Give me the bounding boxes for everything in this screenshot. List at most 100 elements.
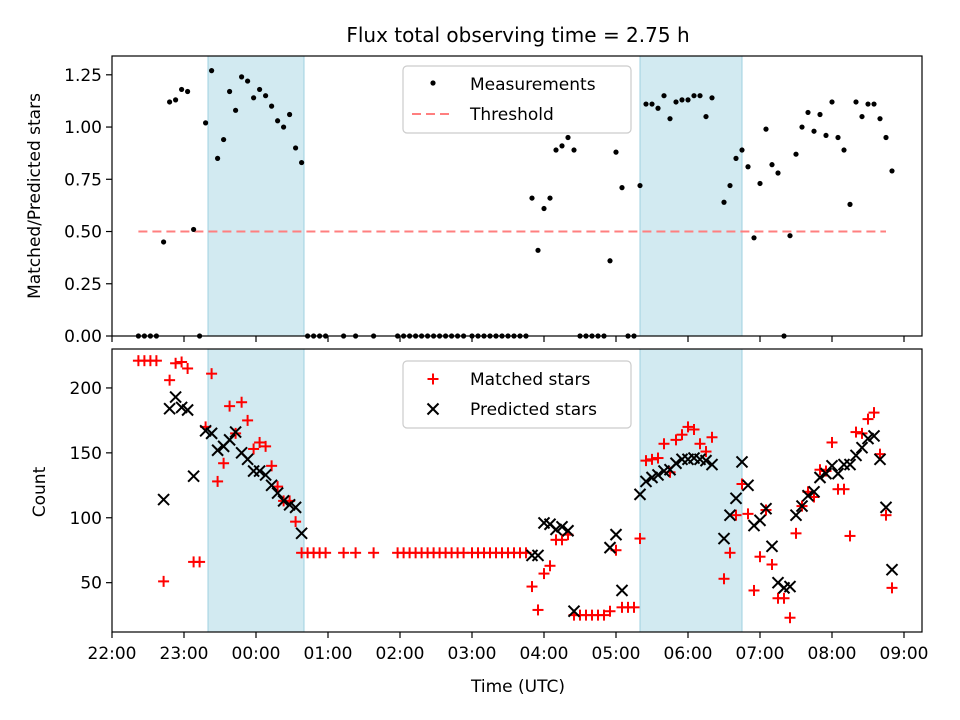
matched-point (676, 429, 688, 441)
measurement-point (173, 97, 179, 103)
marker-stroke (253, 464, 266, 478)
predicted-stars-series (157, 390, 899, 618)
predicted-point (603, 541, 617, 554)
x-tick-label: 22:00 (88, 644, 137, 664)
matched-point (368, 547, 380, 559)
predicted-point (609, 528, 623, 541)
measurement-point (871, 101, 877, 107)
measurement-point (535, 247, 541, 253)
marker-stroke (729, 492, 743, 505)
x-tick-label: 00:00 (232, 644, 281, 664)
marker-stroke (603, 541, 617, 554)
matched-point (730, 509, 742, 521)
measurement-point (565, 134, 571, 141)
predicted-point (253, 464, 266, 478)
marker-stroke (543, 518, 557, 531)
marker-stroke (807, 485, 821, 499)
marker-stroke (669, 457, 683, 470)
measurement-point (859, 113, 865, 120)
marker-stroke (555, 520, 569, 534)
measurement-point (619, 185, 625, 191)
marker-stroke (741, 479, 755, 492)
x-tick-label: 04:00 (520, 644, 569, 664)
matched-point (856, 427, 868, 439)
measurement-point (541, 205, 547, 212)
measurement-point (709, 95, 715, 101)
matched-point (218, 457, 230, 469)
matched-point (670, 434, 682, 446)
measurement-point (559, 143, 565, 149)
marker-stroke (759, 502, 773, 515)
measurement-point (251, 95, 257, 101)
x-tick-label: 05:00 (592, 644, 641, 664)
predicted-point (729, 492, 743, 505)
measurement-point (245, 78, 251, 84)
marker-stroke (639, 475, 653, 488)
measurement-point (661, 93, 667, 99)
measurement-point (829, 99, 835, 105)
predicted-point (837, 458, 851, 471)
predicted-point (157, 493, 170, 506)
marker-stroke (537, 516, 551, 530)
bottom-panel: 50 100 150 200 22:00 23:00 00:00 01:00 02:00 03:… (30, 348, 929, 697)
measurement-point (775, 170, 781, 176)
predicted-point (879, 501, 893, 514)
top-y-axis-label: Matched/Predicted stars (25, 93, 45, 299)
matched-point (598, 609, 610, 621)
measurement-point (613, 149, 619, 155)
matched-point (290, 516, 302, 528)
bottom-legend: Matched stars Predicted stars (402, 360, 632, 429)
measurement-point (179, 86, 185, 93)
measurement-point (257, 86, 263, 93)
matched-point (754, 551, 766, 563)
matched-point (544, 560, 556, 572)
legend-predicted-label: Predicted stars (470, 400, 597, 420)
marker-stroke (753, 514, 767, 527)
x-axis-label: Time (UTC) (470, 677, 565, 697)
matched-point (742, 508, 754, 520)
predicted-point (699, 454, 713, 467)
matched-point (526, 581, 538, 593)
predicted-point (295, 527, 308, 540)
measurement-point (703, 113, 709, 120)
measurement-point (853, 99, 859, 105)
matched-point (604, 605, 616, 617)
matched-point (646, 453, 658, 465)
matched-point (688, 423, 700, 435)
matched-point (706, 431, 718, 443)
x-tick-label: 01:00 (304, 644, 353, 664)
legend-predicted-marker (426, 402, 440, 416)
matched-point (766, 558, 778, 570)
predicted-point (813, 471, 827, 484)
y-tick-label: 1.25 (64, 66, 102, 86)
matched-point (176, 356, 188, 368)
predicted-point (825, 459, 839, 473)
predicted-point (735, 455, 749, 469)
top-y-axis: 0.00 0.25 0.50 0.75 1.00 1.25 (64, 66, 112, 347)
measurement-point (275, 118, 281, 124)
matched-point (748, 584, 760, 596)
marker-stroke (825, 459, 839, 473)
marker-stroke (426, 402, 440, 416)
measurement-point (553, 147, 559, 153)
predicted-point (885, 563, 899, 576)
marker-stroke (633, 488, 647, 501)
marker-stroke (849, 449, 863, 462)
measurement-point (239, 74, 245, 80)
bottom-x-axis: 22:00 23:00 00:00 01:00 02:00 03:00 04:00 05:00… (88, 632, 929, 664)
matched-point (778, 592, 790, 604)
legend-measurements-marker (430, 80, 436, 86)
marker-stroke (615, 584, 629, 597)
measurement-point (607, 258, 613, 264)
predicted-point (855, 441, 869, 454)
marker-stroke (651, 468, 665, 482)
marker-stroke (873, 453, 887, 466)
predicted-point (187, 470, 200, 483)
matched-point (784, 612, 796, 624)
matched-point (850, 426, 862, 438)
matched-point (556, 534, 568, 546)
measurement-point (691, 93, 697, 99)
matched-point (652, 452, 664, 464)
measurement-point (889, 168, 895, 174)
